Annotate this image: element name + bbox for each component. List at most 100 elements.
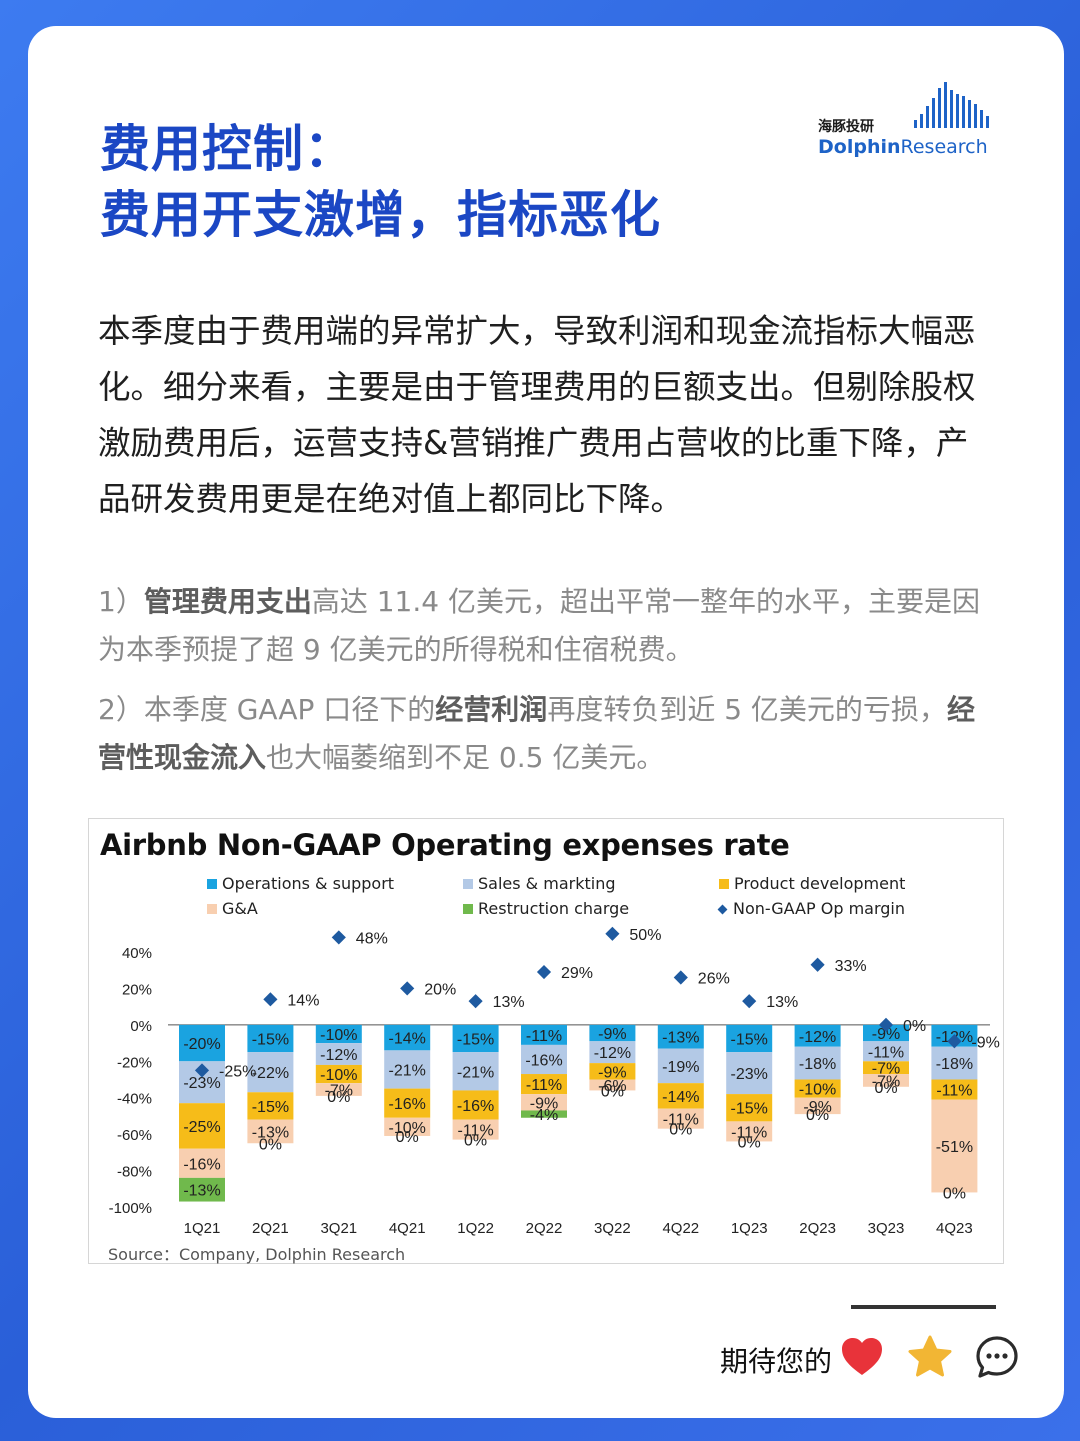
note2-rest: 也大幅萎缩到不足 0.5 亿美元。 [266,741,665,774]
bar-segment [657,1083,704,1109]
bar-segment [589,1079,636,1091]
bar-segment [247,1119,294,1144]
op-margin-label: 13% [493,994,525,1011]
star-icon[interactable] [906,1333,954,1381]
x-tick-label: 1Q21 [184,1220,221,1237]
bar-segment [384,1050,431,1089]
bar-data-label: -11% [526,1028,562,1045]
bar-data-label: -15% [731,1032,768,1049]
op-margin-label: -25% [219,1063,256,1080]
bar-data-label: -9% [598,1026,626,1043]
bar-data-label: 0% [259,1136,282,1153]
op-margin-marker [742,994,757,1009]
bar-segment [863,1074,909,1087]
bar-data-label: -14% [662,1089,699,1106]
bar-data-label: -16% [183,1156,220,1173]
title-line-1: 费用控制： [100,120,355,178]
y-tick-label: 20% [122,981,152,998]
legend-label: Operations & support [222,874,395,893]
y-tick-label: -40% [117,1091,152,1108]
bar-data-label: -18% [936,1056,973,1073]
bar-segment [179,1177,225,1202]
legend-label: Product development [734,874,906,893]
bar-data-label: -12% [320,1047,357,1064]
op-margin-marker [605,926,620,941]
bar-segment [589,1024,636,1042]
x-tick-label: 2Q21 [252,1220,289,1237]
op-margin-label: 0% [903,1018,926,1035]
op-margin-marker [194,1063,210,1078]
op-margin-marker [810,957,825,972]
bar-data-label: -23% [731,1066,768,1083]
bar-segment [657,1108,704,1129]
chart-title: Airbnb Non-GAAP Operating expenses rate [100,828,790,862]
bar-data-label: -11% [868,1044,904,1061]
bar-data-label: -11% [936,1083,972,1100]
legend-operations-support: Operations & support [207,874,394,893]
bar-data-label: -10% [389,1120,426,1137]
bar-segment [931,1099,978,1193]
bar-data-label: -15% [731,1101,768,1118]
y-tick-label: -80% [117,1164,152,1181]
bar-data-label: -6% [598,1078,626,1095]
legend-restruction-charge: Restruction charge [463,899,629,918]
bar-data-label: 0% [464,1133,487,1150]
note1-rest: 高达 11.4 亿美元，超出平常一整年的水平，主要是因为本季预提了超 9 亿美元… [98,585,980,666]
logo-cn-text: 海豚投研 [818,119,874,135]
op-margin-label: -9% [971,1034,999,1051]
title-line-2: 费用开支激增，指标恶化 [100,186,661,244]
heart-icon[interactable] [838,1333,886,1381]
bar-segment [521,1074,567,1095]
op-margin-marker [673,970,688,985]
bar-data-label: -9% [803,1099,831,1116]
x-tick-label: 2Q22 [526,1220,563,1237]
legend-label: Non-GAAP Op margin [733,899,905,918]
bar-data-label: -9% [872,1026,900,1043]
logo-bars-icon [914,82,989,128]
footer-divider [851,1305,996,1309]
op-margin-marker [947,1034,962,1049]
bar-data-label: -23% [183,1075,220,1092]
bar-data-label: -7% [872,1061,900,1078]
bar-data-label: -7% [872,1073,900,1090]
bar-segment [247,1024,294,1053]
bar-data-label: -11% [526,1077,562,1094]
note2-mid: 再度转负到近 5 亿美元的亏损， [547,693,947,726]
y-tick-label: 40% [122,945,152,962]
op-margin-marker [536,964,552,980]
op-margin-label: 29% [561,965,593,982]
x-tick-label: 3Q23 [868,1220,905,1237]
bar-data-label: -20% [183,1036,220,1053]
bar-segment [657,1024,704,1049]
logo-en-text: DolphinResearch [818,136,988,158]
page-title: 费用控制： 费用开支激增，指标恶化 [100,116,661,248]
bar-data-label: -9% [530,1095,558,1112]
bar-data-label: -21% [457,1064,494,1081]
bar-data-label: -19% [662,1059,699,1076]
bar-segment [726,1094,773,1122]
bar-segment [247,1052,294,1093]
bar-segment [931,1079,978,1100]
bar-data-label: 0% [806,1107,829,1124]
bar-data-label: -10% [320,1027,357,1044]
bar-data-label: -13% [252,1124,289,1141]
bar-data-label: -21% [389,1062,426,1079]
x-tick-label: 1Q22 [457,1220,494,1237]
note1-prefix: 1） [98,585,144,618]
comment-icon[interactable] [973,1333,1021,1381]
bar-data-label: 0% [738,1134,761,1151]
op-margin-label: 48% [356,930,388,947]
x-tick-label: 4Q21 [389,1220,426,1237]
legend-label: Restruction charge [478,899,630,918]
bar-segment [452,1119,499,1140]
op-margin-label: 20% [424,981,456,998]
bar-segment [179,1024,225,1062]
logo-en-part1: Dolphin [818,136,901,158]
op-margin-label: 33% [835,958,867,975]
bar-segment [794,1024,841,1047]
bar-segment [452,1024,499,1053]
bar-data-label: 0% [943,1185,966,1202]
bar-data-label: -10% [799,1082,836,1099]
bar-segment [657,1048,704,1084]
